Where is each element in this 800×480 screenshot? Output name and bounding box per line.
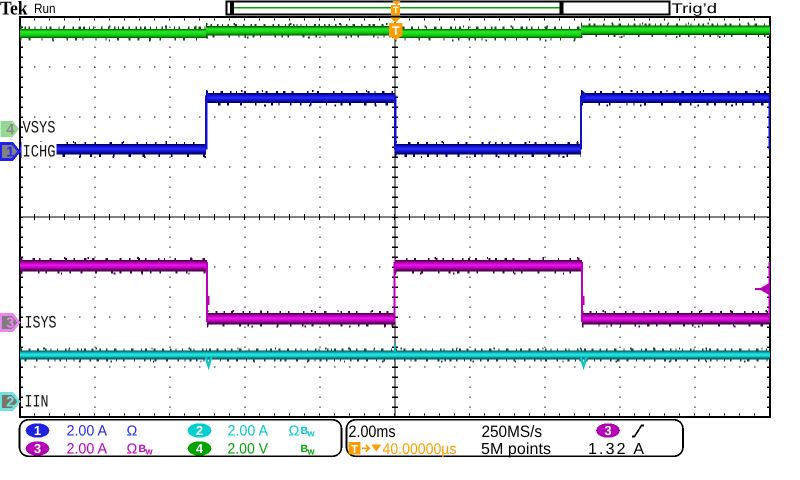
svg-text:3: 3 [34,441,41,456]
svg-text:5M points: 5M points [481,441,551,458]
svg-text:T: T [392,24,400,38]
svg-text:4: 4 [6,122,14,138]
svg-text:4: 4 [196,441,204,456]
svg-text:W: W [308,448,316,457]
svg-text:VSYS: VSYS [23,118,56,138]
svg-text:1: 1 [6,145,14,161]
svg-text:W: W [146,448,154,457]
svg-text:2.00 A: 2.00 A [67,441,108,458]
svg-text:3: 3 [604,423,611,438]
svg-text:40.00000µs: 40.00000µs [383,441,457,458]
svg-text:T: T [393,5,399,15]
svg-text:B: B [301,425,309,437]
svg-text:2.00ms: 2.00ms [349,423,396,441]
svg-text:B: B [301,443,309,455]
svg-text:250MS/s: 250MS/s [482,423,543,441]
svg-text:2: 2 [196,423,203,438]
svg-text:3: 3 [6,316,14,332]
svg-text:W: W [308,430,316,439]
svg-text:Tek: Tek [0,0,28,20]
svg-text:2.00 A: 2.00 A [67,423,108,440]
svg-text:1: 1 [34,423,41,438]
svg-text:2.00 A: 2.00 A [228,423,269,440]
svg-text:2: 2 [6,395,14,411]
svg-text:Run: Run [34,1,56,16]
svg-text:Trig’d: Trig’d [672,0,718,16]
svg-text:Ω: Ω [289,424,300,440]
svg-text:1.32 A: 1.32 A [588,441,644,458]
svg-text:IIN: IIN [25,392,49,412]
svg-text:T: T [351,444,358,456]
svg-text:Ω: Ω [127,442,138,458]
svg-text:B: B [139,443,147,455]
svg-text:ICHG: ICHG [23,142,56,162]
svg-text:ISYS: ISYS [25,313,57,333]
svg-text:Ω: Ω [127,424,138,440]
svg-text:2.00 V: 2.00 V [228,441,269,458]
